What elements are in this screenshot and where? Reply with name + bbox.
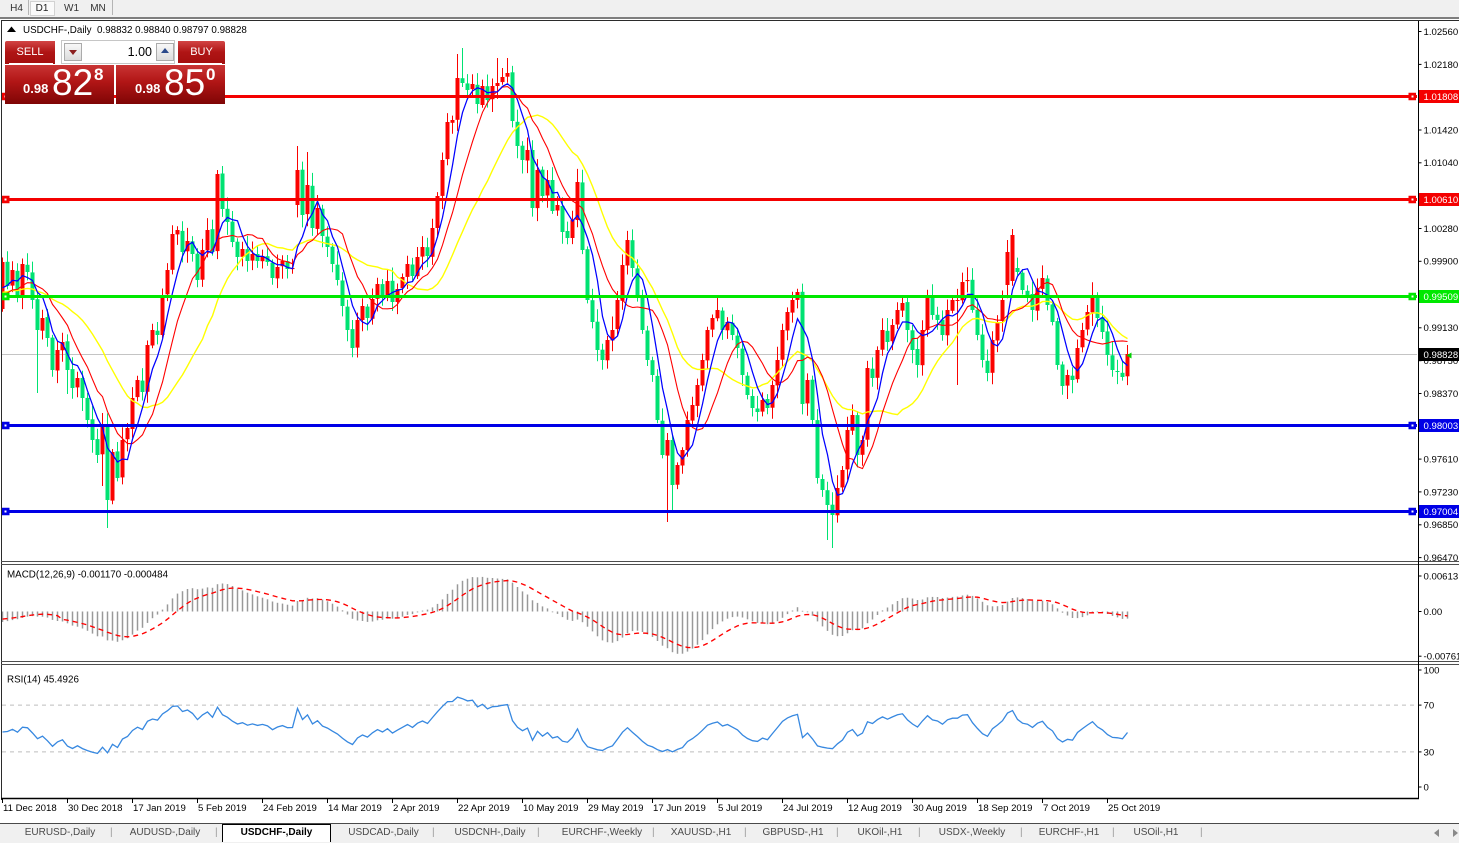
- svg-text:5 Feb 2019: 5 Feb 2019: [198, 803, 247, 814]
- svg-text:30 Aug 2019: 30 Aug 2019: [913, 803, 967, 814]
- svg-text:18 Sep 2019: 18 Sep 2019: [978, 803, 1032, 814]
- svg-text:5 Jul 2019: 5 Jul 2019: [718, 803, 762, 814]
- svg-text:0.97004: 0.97004: [1424, 507, 1459, 518]
- svg-text:USDCHF-,Daily 0.98832 0.98840: USDCHF-,Daily 0.98832 0.98840 0.98797 0.…: [23, 25, 247, 36]
- svg-text:17 Jan 2019: 17 Jan 2019: [133, 803, 186, 814]
- svg-text:1.01420: 1.01420: [1424, 125, 1459, 136]
- svg-text:29 May 2019: 29 May 2019: [588, 803, 643, 814]
- svg-text:7 Oct 2019: 7 Oct 2019: [1043, 803, 1090, 814]
- svg-text:0.96470: 0.96470: [1424, 553, 1459, 564]
- svg-text:17 Jun 2019: 17 Jun 2019: [653, 803, 706, 814]
- svg-text:0.96850: 0.96850: [1424, 520, 1459, 531]
- svg-text:0.98828: 0.98828: [1424, 350, 1459, 361]
- svg-text:30 Dec 2018: 30 Dec 2018: [68, 803, 122, 814]
- svg-text:0: 0: [1424, 782, 1429, 793]
- svg-text:12 Aug 2019: 12 Aug 2019: [848, 803, 902, 814]
- svg-text:0.99509: 0.99509: [1424, 292, 1459, 303]
- svg-text:0.00: 0.00: [1424, 607, 1443, 618]
- svg-text:24 Feb 2019: 24 Feb 2019: [263, 803, 317, 814]
- svg-text:0.98370: 0.98370: [1424, 389, 1459, 400]
- svg-text:-0.00761: -0.00761: [1424, 652, 1459, 663]
- svg-text:MACD(12,26,9) -0.001170 -0.000: MACD(12,26,9) -0.001170 -0.000484: [7, 570, 169, 581]
- svg-text:1.02560: 1.02560: [1424, 27, 1459, 38]
- svg-text:0.97230: 0.97230: [1424, 487, 1459, 498]
- svg-text:22 Apr 2019: 22 Apr 2019: [458, 803, 510, 814]
- svg-text:25 Oct 2019: 25 Oct 2019: [1108, 803, 1160, 814]
- svg-text:70: 70: [1424, 701, 1435, 712]
- svg-text:11 Dec 2018: 11 Dec 2018: [3, 803, 57, 814]
- svg-text:0.98003: 0.98003: [1424, 421, 1459, 432]
- svg-text:10 May 2019: 10 May 2019: [523, 803, 578, 814]
- svg-text:2 Apr 2019: 2 Apr 2019: [393, 803, 439, 814]
- svg-text:RSI(14) 45.4926: RSI(14) 45.4926: [7, 675, 79, 686]
- svg-text:1.01040: 1.01040: [1424, 158, 1459, 169]
- svg-text:1.01808: 1.01808: [1424, 92, 1459, 103]
- svg-text:100: 100: [1424, 665, 1440, 676]
- svg-text:0.00613: 0.00613: [1424, 571, 1459, 582]
- svg-text:1.00610: 1.00610: [1424, 195, 1459, 206]
- svg-text:14 Mar 2019: 14 Mar 2019: [328, 803, 382, 814]
- svg-text:0.99900: 0.99900: [1424, 257, 1459, 268]
- svg-text:0.99130: 0.99130: [1424, 323, 1459, 334]
- svg-text:1.00280: 1.00280: [1424, 224, 1459, 235]
- svg-text:1.02180: 1.02180: [1424, 60, 1459, 71]
- svg-text:0.97610: 0.97610: [1424, 455, 1459, 466]
- svg-text:30: 30: [1424, 747, 1435, 758]
- svg-text:24 Jul 2019: 24 Jul 2019: [783, 803, 833, 814]
